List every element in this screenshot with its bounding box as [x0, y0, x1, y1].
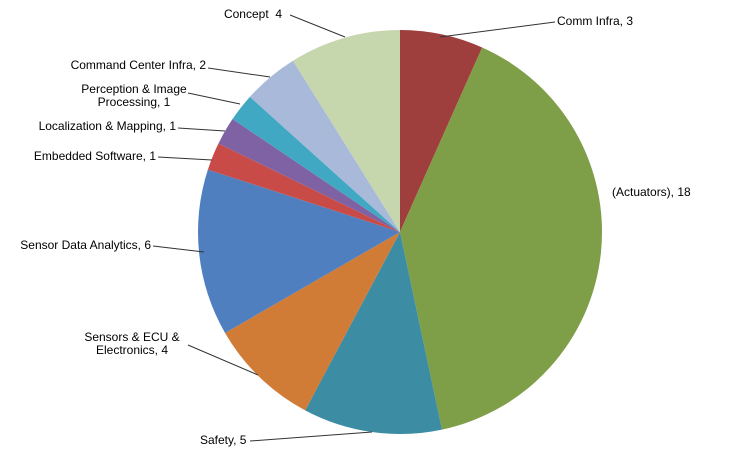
leader-line [178, 128, 225, 131]
leader-line [158, 157, 212, 160]
data-label: Comm Infra, 3 [557, 14, 633, 28]
data-label: Electronics, 4 [96, 343, 168, 357]
data-label: Perception & Image [81, 82, 187, 96]
leader-line [208, 68, 270, 77]
leader-line [250, 432, 372, 441]
leader-line [153, 246, 204, 252]
leader-line [188, 93, 240, 104]
data-label: Command Center Infra, 2 [71, 58, 207, 72]
data-label: Embedded Software, 1 [34, 149, 156, 163]
data-label: Processing, 1 [98, 95, 171, 109]
data-label: Sensors & ECU & [84, 330, 179, 344]
data-label: Safety, 5 [200, 433, 247, 447]
data-label: Concept 4 [224, 7, 282, 21]
data-label: Sensor Data Analytics, 6 [20, 238, 151, 252]
data-label: Localization & Mapping, 1 [39, 119, 177, 133]
leader-line [290, 15, 345, 37]
data-label: (Actuators), 18 [612, 185, 691, 199]
chart: Comm Infra, 3 (Actuators), 18 Safety, 5 Sen… [0, 0, 750, 450]
leader-line [440, 22, 555, 37]
